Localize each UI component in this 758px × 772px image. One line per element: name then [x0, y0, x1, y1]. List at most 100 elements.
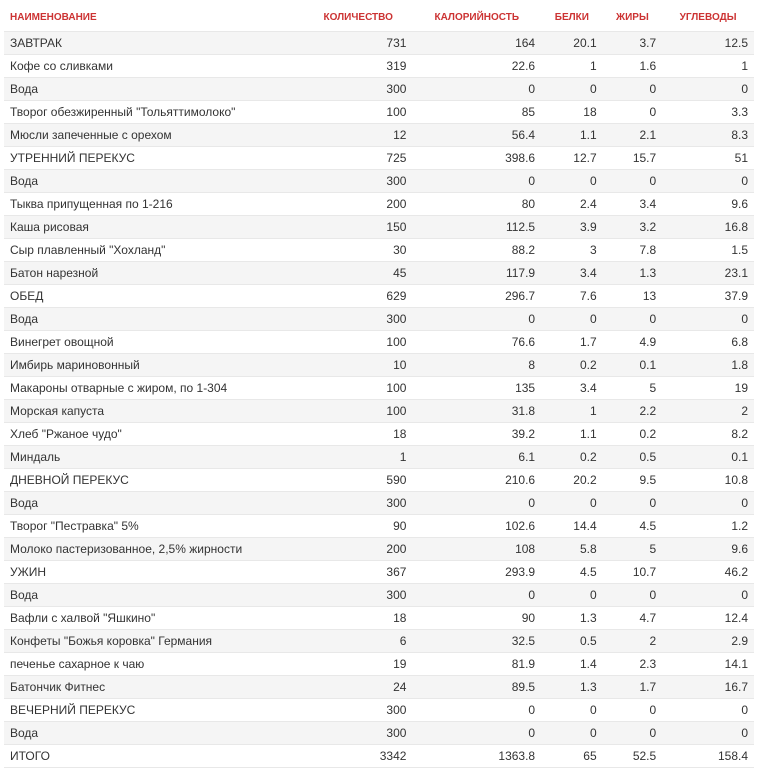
cell-name: Мюсли запеченные с орехом [4, 124, 304, 147]
cell-qty: 319 [304, 55, 412, 78]
cell-kcal: 210.6 [412, 469, 541, 492]
table-row: Батончик Фитнес2489.51.31.716.7 [4, 676, 754, 699]
table-row: ЗАВТРАК73116420.13.712.5 [4, 32, 754, 55]
cell-fat: 13 [603, 285, 663, 308]
cell-fat: 9.5 [603, 469, 663, 492]
cell-fat: 0.1 [603, 354, 663, 377]
cell-fat: 0 [603, 722, 663, 745]
cell-fat: 3.7 [603, 32, 663, 55]
cell-kcal: 135 [412, 377, 541, 400]
cell-carb: 12.5 [662, 32, 754, 55]
cell-kcal: 0 [412, 699, 541, 722]
cell-prot: 14.4 [541, 515, 603, 538]
cell-carb: 6.8 [662, 331, 754, 354]
cell-kcal: 81.9 [412, 653, 541, 676]
cell-prot: 3 [541, 239, 603, 262]
cell-fat: 0 [603, 492, 663, 515]
cell-fat: 10.7 [603, 561, 663, 584]
cell-name: Вода [4, 584, 304, 607]
cell-qty: 150 [304, 216, 412, 239]
col-header-prot: БЕЛКИ [541, 4, 603, 32]
cell-carb: 51 [662, 147, 754, 170]
cell-carb: 1.2 [662, 515, 754, 538]
cell-kcal: 89.5 [412, 676, 541, 699]
cell-carb: 0 [662, 722, 754, 745]
cell-qty: 18 [304, 423, 412, 446]
cell-prot: 7.6 [541, 285, 603, 308]
cell-prot: 1.1 [541, 124, 603, 147]
cell-name: ЗАВТРАК [4, 32, 304, 55]
cell-prot: 12.7 [541, 147, 603, 170]
cell-carb: 158.4 [662, 745, 754, 768]
cell-carb: 23.1 [662, 262, 754, 285]
cell-name: Вода [4, 78, 304, 101]
cell-qty: 1 [304, 446, 412, 469]
cell-qty: 18 [304, 607, 412, 630]
cell-name: Молоко пастеризованное, 2,5% жирности [4, 538, 304, 561]
cell-qty: 629 [304, 285, 412, 308]
table-row: ИТОГО33421363.86552.5158.4 [4, 745, 754, 768]
cell-prot: 0 [541, 170, 603, 193]
cell-name: Кофе со сливками [4, 55, 304, 78]
cell-kcal: 0 [412, 78, 541, 101]
cell-kcal: 296.7 [412, 285, 541, 308]
cell-fat: 0 [603, 170, 663, 193]
cell-kcal: 102.6 [412, 515, 541, 538]
cell-fat: 4.5 [603, 515, 663, 538]
table-row: ОБЕД629296.77.61337.9 [4, 285, 754, 308]
cell-prot: 0.5 [541, 630, 603, 653]
cell-kcal: 76.6 [412, 331, 541, 354]
cell-name: Вода [4, 722, 304, 745]
table-row: Вода3000000 [4, 308, 754, 331]
table-row: Тыква припущенная по 1-216200802.43.49.6 [4, 193, 754, 216]
cell-qty: 300 [304, 308, 412, 331]
cell-kcal: 6.1 [412, 446, 541, 469]
cell-prot: 18 [541, 101, 603, 124]
cell-qty: 100 [304, 377, 412, 400]
cell-fat: 52.5 [603, 745, 663, 768]
table-row: УЖИН367293.94.510.746.2 [4, 561, 754, 584]
cell-qty: 300 [304, 170, 412, 193]
cell-fat: 2.1 [603, 124, 663, 147]
cell-fat: 1.7 [603, 676, 663, 699]
col-header-fat: ЖИРЫ [603, 4, 663, 32]
cell-prot: 0 [541, 308, 603, 331]
cell-prot: 0 [541, 722, 603, 745]
cell-name: Тыква припущенная по 1-216 [4, 193, 304, 216]
cell-kcal: 293.9 [412, 561, 541, 584]
cell-carb: 46.2 [662, 561, 754, 584]
cell-carb: 16.7 [662, 676, 754, 699]
cell-name: Каша рисовая [4, 216, 304, 239]
table-row: Хлеб "Ржаное чудо"1839.21.10.28.2 [4, 423, 754, 446]
cell-qty: 10 [304, 354, 412, 377]
cell-qty: 90 [304, 515, 412, 538]
cell-qty: 3342 [304, 745, 412, 768]
table-row: Вода3000000 [4, 170, 754, 193]
cell-qty: 30 [304, 239, 412, 262]
table-body: ЗАВТРАК73116420.13.712.5Кофе со сливками… [4, 32, 754, 768]
cell-kcal: 22.6 [412, 55, 541, 78]
cell-qty: 12 [304, 124, 412, 147]
table-row: Кофе со сливками31922.611.61 [4, 55, 754, 78]
cell-fat: 5 [603, 377, 663, 400]
table-row: Молоко пастеризованное, 2,5% жирности200… [4, 538, 754, 561]
cell-carb: 2.9 [662, 630, 754, 653]
table-row: Творог "Пестравка" 5%90102.614.44.51.2 [4, 515, 754, 538]
cell-carb: 8.2 [662, 423, 754, 446]
cell-prot: 3.9 [541, 216, 603, 239]
cell-qty: 200 [304, 193, 412, 216]
cell-fat: 1.3 [603, 262, 663, 285]
cell-kcal: 8 [412, 354, 541, 377]
cell-name: Макароны отварные с жиром, по 1-304 [4, 377, 304, 400]
cell-kcal: 164 [412, 32, 541, 55]
cell-qty: 24 [304, 676, 412, 699]
cell-carb: 10.8 [662, 469, 754, 492]
cell-prot: 0.2 [541, 446, 603, 469]
cell-qty: 590 [304, 469, 412, 492]
cell-carb: 1 [662, 55, 754, 78]
cell-kcal: 117.9 [412, 262, 541, 285]
table-row: Сыр плавленный "Хохланд"3088.237.81.5 [4, 239, 754, 262]
cell-carb: 9.6 [662, 538, 754, 561]
cell-qty: 300 [304, 584, 412, 607]
table-row: УТРЕННИЙ ПЕРЕКУС725398.612.715.751 [4, 147, 754, 170]
